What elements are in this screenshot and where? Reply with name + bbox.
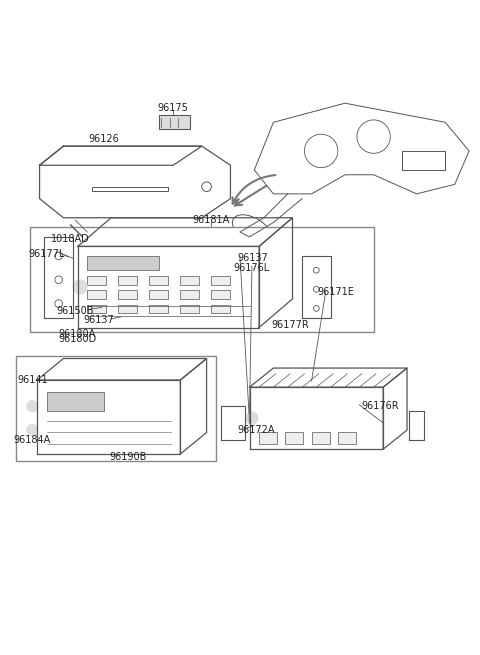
- Circle shape: [27, 424, 38, 436]
- Text: 96176R: 96176R: [362, 402, 399, 411]
- Text: 96175: 96175: [158, 103, 189, 113]
- Text: 96177L: 96177L: [28, 248, 65, 259]
- FancyBboxPatch shape: [30, 227, 373, 332]
- FancyBboxPatch shape: [402, 151, 445, 170]
- FancyBboxPatch shape: [87, 256, 159, 271]
- FancyBboxPatch shape: [16, 356, 216, 461]
- Text: 96171E: 96171E: [317, 287, 354, 297]
- FancyBboxPatch shape: [118, 290, 137, 299]
- FancyBboxPatch shape: [180, 290, 199, 299]
- Circle shape: [73, 280, 87, 294]
- FancyBboxPatch shape: [211, 305, 230, 313]
- Text: 1018AD: 1018AD: [51, 234, 90, 244]
- FancyArrowPatch shape: [235, 186, 266, 206]
- FancyBboxPatch shape: [285, 432, 303, 445]
- Text: 96137: 96137: [84, 315, 115, 326]
- FancyBboxPatch shape: [118, 305, 137, 313]
- Text: 96141: 96141: [17, 375, 48, 385]
- Text: 96176L: 96176L: [234, 263, 270, 273]
- Circle shape: [246, 412, 258, 424]
- FancyBboxPatch shape: [211, 276, 230, 284]
- FancyBboxPatch shape: [338, 432, 356, 445]
- FancyBboxPatch shape: [149, 276, 168, 284]
- FancyBboxPatch shape: [149, 290, 168, 299]
- Polygon shape: [159, 115, 190, 130]
- FancyBboxPatch shape: [180, 305, 199, 313]
- FancyBboxPatch shape: [47, 392, 104, 411]
- Text: 96137: 96137: [238, 253, 268, 263]
- Text: 96150B: 96150B: [57, 306, 94, 316]
- FancyBboxPatch shape: [87, 305, 107, 313]
- FancyBboxPatch shape: [211, 290, 230, 299]
- Text: 96180A: 96180A: [59, 329, 96, 339]
- FancyBboxPatch shape: [87, 276, 107, 284]
- Text: 96184A: 96184A: [14, 435, 51, 445]
- Circle shape: [27, 400, 38, 412]
- FancyBboxPatch shape: [87, 290, 107, 299]
- Text: 96126: 96126: [89, 134, 120, 144]
- Text: 96181A: 96181A: [193, 215, 230, 225]
- FancyBboxPatch shape: [259, 432, 277, 445]
- Text: 96172A: 96172A: [238, 425, 275, 435]
- Text: 96180D: 96180D: [59, 335, 97, 345]
- FancyBboxPatch shape: [149, 305, 168, 313]
- FancyBboxPatch shape: [180, 276, 199, 284]
- Text: 96190B: 96190B: [109, 453, 146, 462]
- Text: 96177R: 96177R: [271, 320, 309, 330]
- FancyBboxPatch shape: [118, 276, 137, 284]
- FancyBboxPatch shape: [312, 432, 330, 445]
